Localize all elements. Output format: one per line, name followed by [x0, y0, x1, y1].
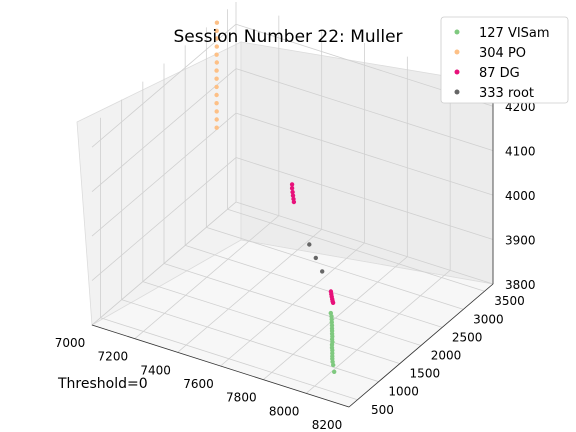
legend-marker-root: [455, 90, 460, 95]
legend-label-visam: 127 VISam: [479, 26, 550, 41]
data-point: [215, 109, 219, 113]
data-point: [215, 117, 219, 121]
data-point: [214, 68, 218, 72]
legend-label-po: 304 PO: [479, 46, 526, 61]
x-tick-label: 8000: [269, 404, 300, 418]
data-point: [314, 256, 318, 260]
legend-marker-po: [455, 50, 460, 55]
data-point: [331, 301, 335, 305]
y-tick-label: 1500: [410, 367, 441, 381]
data-point: [331, 363, 335, 367]
data-point: [320, 269, 324, 273]
data-point: [307, 242, 311, 246]
data-point: [290, 182, 294, 186]
x-tick-label: 7800: [226, 391, 257, 405]
data-point: [215, 126, 219, 130]
z-tick-label: 4100: [505, 145, 536, 159]
z-tick-label: 3800: [505, 278, 536, 292]
data-point: [214, 85, 218, 89]
y-tick-label: 2000: [431, 349, 462, 363]
data-point: [214, 93, 218, 97]
z-tick-label: 4000: [505, 189, 536, 203]
y-tick-label: 1000: [388, 385, 419, 399]
data-point: [290, 186, 294, 190]
legend-label-dg: 87 DG: [479, 66, 520, 81]
x-tick-label: 8200: [312, 418, 343, 432]
x-tick-label: 7600: [183, 377, 214, 391]
z-tick-label: 3900: [505, 234, 536, 248]
x-tick-label: 7000: [55, 336, 86, 350]
legend-label-root: 333 root: [479, 86, 534, 101]
legend-marker-dg: [455, 70, 460, 75]
y-tick-label: 3500: [494, 294, 525, 308]
data-point: [214, 101, 218, 105]
y-tick-label: 3000: [473, 312, 504, 326]
data-point: [214, 53, 218, 57]
x-tick-label: 7200: [98, 350, 129, 364]
data-point: [214, 77, 218, 81]
y-tick-label: 2500: [452, 330, 483, 344]
threshold-annotation: Threshold=0: [57, 376, 148, 392]
data-point: [215, 21, 219, 25]
data-point: [332, 370, 336, 374]
chart-title: Session Number 22: Muller: [173, 27, 402, 47]
data-point: [215, 60, 219, 64]
legend-marker-visam: [455, 30, 460, 35]
y-tick-label: 500: [371, 403, 394, 417]
data-point: [292, 200, 296, 204]
legend: 127 VISam 304 PO 87 DG 333 root: [441, 17, 568, 103]
